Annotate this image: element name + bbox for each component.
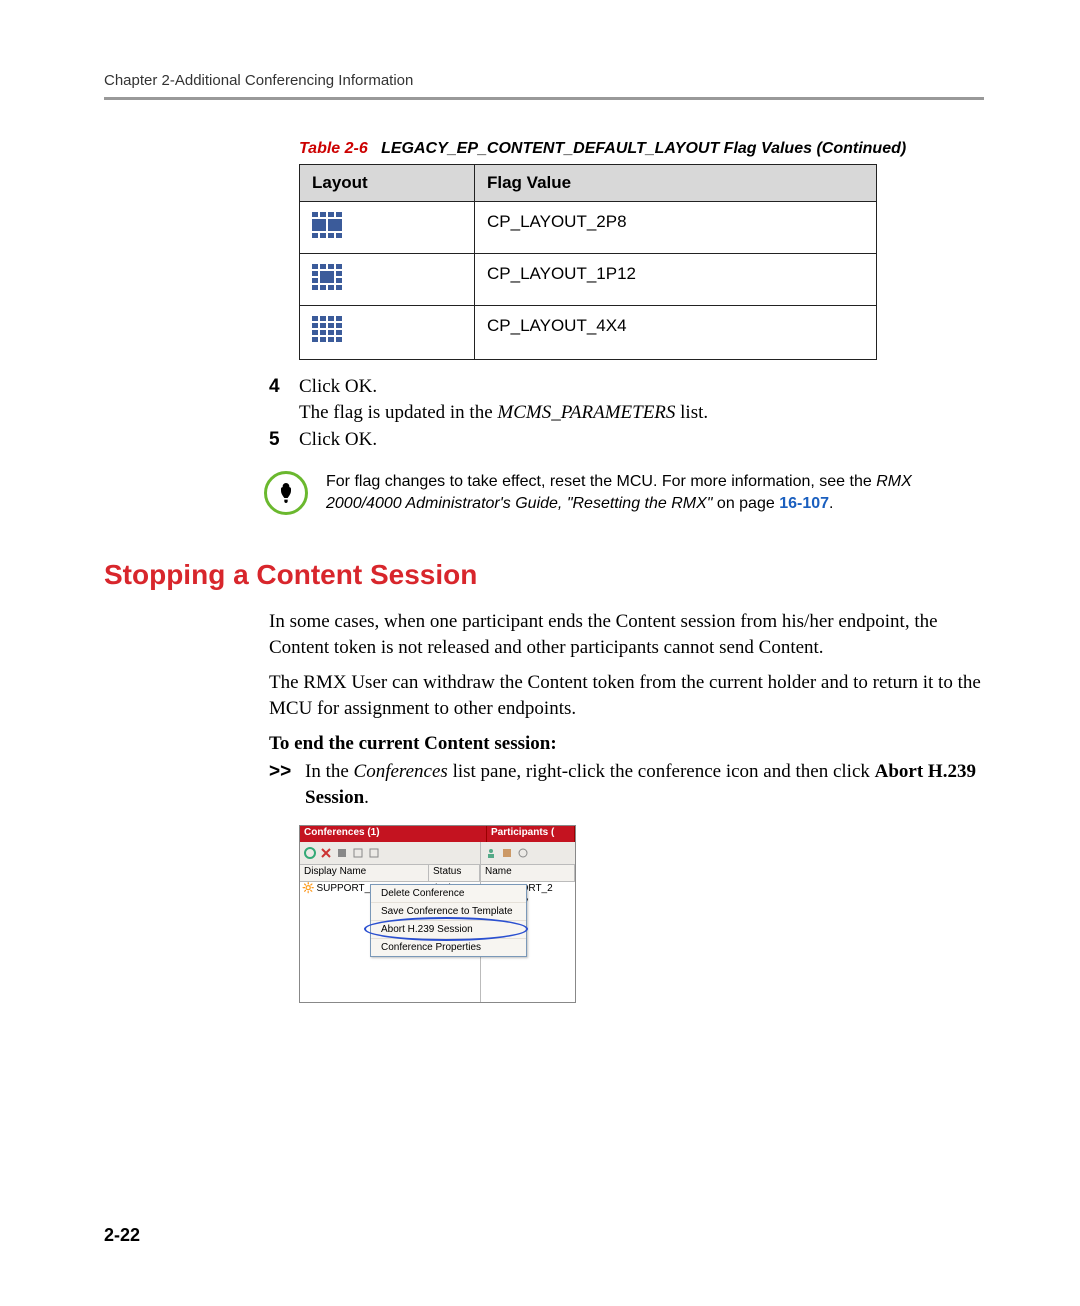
tool-icon[interactable] [517,847,529,859]
tool-icon[interactable] [352,847,364,859]
document-page: Chapter 2-Additional Conferencing Inform… [0,0,1080,1306]
flag-value: CP_LAYOUT_4X4 [475,306,877,360]
ss-columns-left: Display Name Status [300,865,480,882]
table-row: CP_LAYOUT_4X4 [300,306,877,360]
add-participant-icon[interactable] [485,847,497,859]
col-display-name[interactable]: Display Name [300,865,429,881]
table-row: CP_LAYOUT_2P8 [300,202,877,254]
menu-save-template[interactable]: Save Conference to Template [371,903,526,921]
menu-conference-properties[interactable]: Conference Properties [371,939,526,956]
page-ref-link[interactable]: 16-107 [779,495,829,512]
menu-abort-h239[interactable]: Abort H.239 Session [371,921,526,939]
ss-tab-participants[interactable]: Participants ( [487,826,575,842]
page-number: 2-22 [104,1225,140,1246]
arrow-step: >> In the Conferences list pane, right-c… [269,759,984,810]
flag-value: CP_LAYOUT_2P8 [475,202,877,254]
chapter-header: Chapter 2-Additional Conferencing Inform… [104,72,984,89]
table-header-flagvalue: Flag Value [475,165,877,202]
step-marker: >> [269,759,305,810]
layout-flag-table: Layout Flag Value [299,164,877,360]
ss-tabs: Conferences (1) Participants ( [300,826,575,842]
delete-icon[interactable] [320,847,332,859]
table-row: CP_LAYOUT_1P12 [300,254,877,306]
step-item: 5 Click OK. [269,427,984,453]
step-text: Click OK. The flag is updated in the MCM… [299,374,984,425]
layout-2p8-icon [312,212,346,238]
layout-1p12-icon [312,264,346,290]
embedded-screenshot: Conferences (1) Participants ( Display N… [299,825,576,1003]
note-text: For flag changes to take effect, reset t… [326,471,984,514]
table-label: Table 2-6 [299,140,368,157]
section-heading: Stopping a Content Session [104,559,984,591]
flag-value: CP_LAYOUT_1P12 [475,254,877,306]
table-desc: LEGACY_EP_CONTENT_DEFAULT_LAYOUT Flag Va… [381,140,906,157]
col-name[interactable]: Name [481,865,575,881]
ss-toolbar-right [481,842,575,865]
note-icon [264,471,308,515]
body-paragraph: The RMX User can withdraw the Content to… [269,670,984,721]
table-caption: Table 2-6 LEGACY_EP_CONTENT_DEFAULT_LAYO… [299,140,984,158]
ss-tab-conferences[interactable]: Conferences (1) [300,826,487,842]
tool-icon[interactable] [336,847,348,859]
step-text: Click OK. [299,427,984,453]
body-paragraph: In some cases, when one participant ends… [269,609,984,660]
menu-delete-conference[interactable]: Delete Conference [371,885,526,903]
step-number: 5 [269,427,299,453]
header-rule [104,97,984,100]
procedure-subhead: To end the current Content session: [269,733,984,755]
ss-columns-right: Name [481,865,575,882]
tool-icon[interactable] [368,847,380,859]
col-status[interactable]: Status [429,865,480,881]
layout-4x4-icon [312,316,346,344]
conference-icon: 🔆 [302,883,314,894]
step-item: 4 Click OK. The flag is updated in the M… [269,374,984,425]
context-menu: Delete Conference Save Conference to Tem… [370,884,527,957]
numbered-steps: 4 Click OK. The flag is updated in the M… [269,374,984,453]
ss-toolbar-left [300,842,480,865]
tool-icon[interactable] [501,847,513,859]
note-block: For flag changes to take effect, reset t… [264,471,984,515]
refresh-icon[interactable] [304,847,316,859]
table-header-layout: Layout [300,165,475,202]
step-text: In the Conferences list pane, right-clic… [305,759,984,810]
step-number: 4 [269,374,299,425]
